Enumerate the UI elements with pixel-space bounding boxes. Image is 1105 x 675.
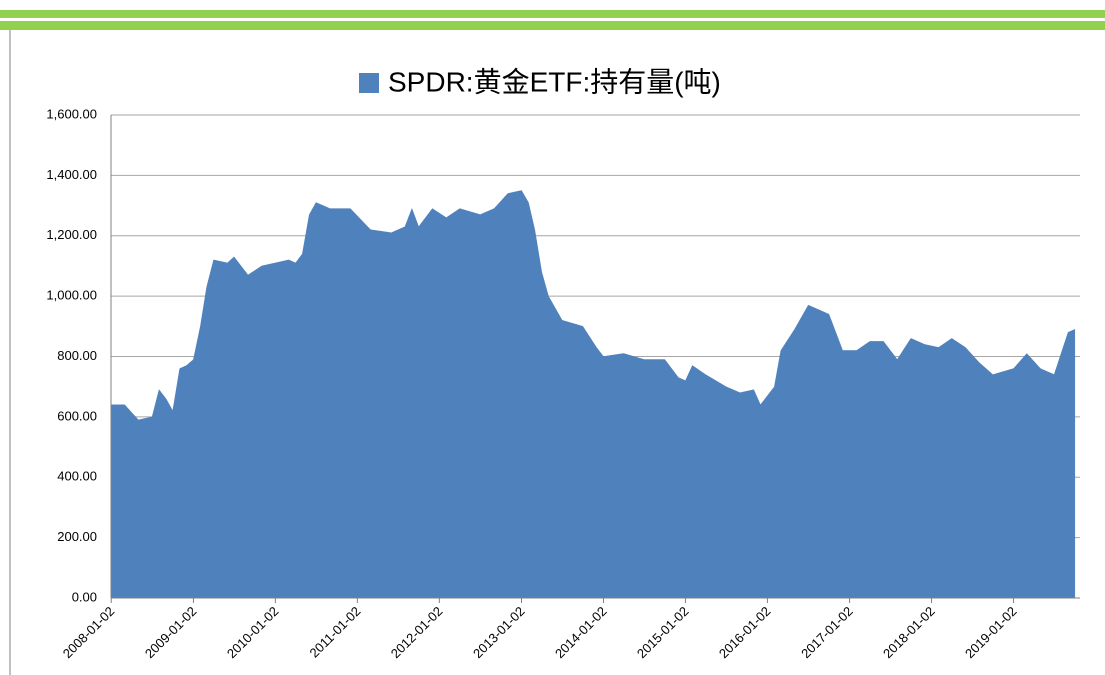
x-tick-label: 2016-01-02 xyxy=(716,604,774,662)
x-tick-label: 2017-01-02 xyxy=(798,604,856,662)
x-tick-label: 2011-01-02 xyxy=(307,604,364,661)
y-tick-label: 1,200.00 xyxy=(46,227,97,242)
y-tick-label: 800.00 xyxy=(57,348,97,363)
y-tick-label: 0.00 xyxy=(72,589,97,604)
y-tick-label: 1,000.00 xyxy=(46,288,97,303)
legend-label: SPDR:黄金ETF:持有量(吨) xyxy=(388,66,721,97)
x-tick-label: 2009-01-02 xyxy=(142,604,200,662)
y-tick-label: 1,400.00 xyxy=(46,167,97,182)
y-tick-label: 1,600.00 xyxy=(46,106,97,121)
legend-swatch xyxy=(359,73,379,93)
x-tick-label: 2012-01-02 xyxy=(388,604,446,662)
x-tick-label: 2013-01-02 xyxy=(470,604,528,662)
x-tick-label: 2019-01-02 xyxy=(962,604,1020,662)
x-tick-label: 2014-01-02 xyxy=(552,604,610,662)
x-tick-label: 2008-01-02 xyxy=(60,604,118,662)
x-tick-label: 2015-01-02 xyxy=(634,604,692,662)
y-tick-label: 600.00 xyxy=(57,408,97,423)
y-tick-label: 400.00 xyxy=(57,469,97,484)
y-tick-label: 200.00 xyxy=(57,529,97,544)
top-band-stripe xyxy=(0,18,1105,21)
x-tick-label: 2018-01-02 xyxy=(880,604,938,662)
x-tick-label: 2010-01-02 xyxy=(224,604,282,662)
area xyxy=(110,190,1076,599)
